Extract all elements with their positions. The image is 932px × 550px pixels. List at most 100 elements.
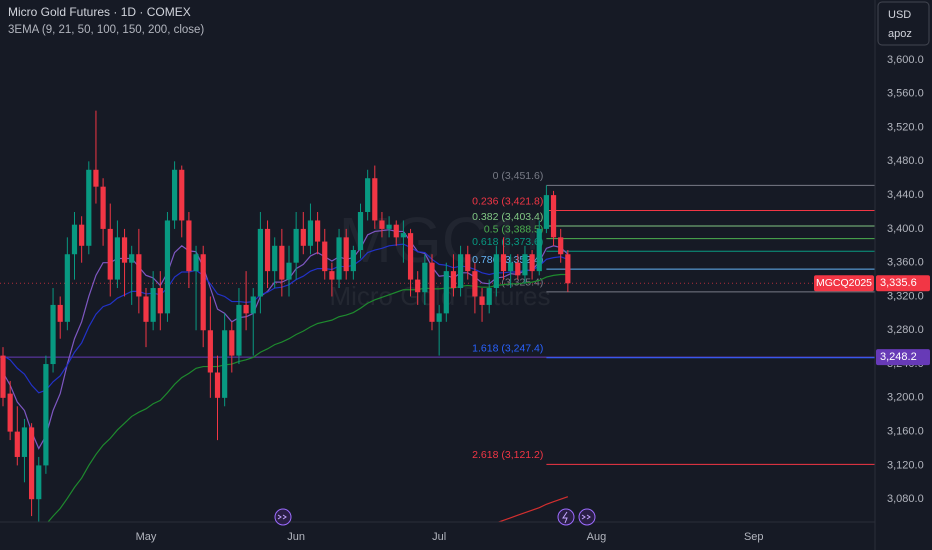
candle-body [71, 224, 78, 255]
y-tick-label: 3,480.0 [887, 155, 924, 167]
y-tick-label: 3,440.0 [887, 189, 924, 201]
candle-body [336, 237, 342, 280]
candle-body [222, 330, 228, 398]
candle-body [536, 228, 542, 272]
candle-body [407, 233, 414, 280]
y-tick-label: 3,320.0 [887, 290, 924, 302]
event-icons [274, 508, 596, 526]
y-tick-label: 3,400.0 [887, 223, 924, 235]
candle-body [400, 233, 406, 238]
candle-body [79, 224, 85, 246]
candle-body [179, 169, 185, 221]
fib-level-label: 0.236 (3,421.8) [472, 195, 543, 207]
fib-level-label: 1 (3,325.4) [493, 277, 544, 289]
x-tick-label: May [136, 531, 157, 543]
currency-box-frame [877, 1, 930, 46]
candle-body [300, 228, 306, 246]
candle-body [172, 169, 178, 221]
ema-line [496, 496, 569, 522]
x-tick-label: Jul [432, 531, 446, 543]
candle-body [29, 427, 35, 500]
candle-body [329, 271, 335, 280]
y-tick-label: 3,280.0 [887, 324, 924, 336]
candle-body [100, 186, 106, 229]
candle-body [565, 254, 571, 284]
candle-body [365, 178, 371, 213]
candle-body [350, 250, 356, 272]
fib-level-label: 2.618 (3,121.2) [472, 449, 543, 461]
candle-body [543, 195, 549, 229]
candle-body [415, 279, 421, 293]
candle-body [550, 195, 557, 238]
candle-body [343, 237, 349, 272]
x-tick-label: Jun [287, 531, 305, 543]
candle-body [458, 254, 464, 289]
candle-body [214, 372, 221, 398]
x-tick-label: Sep [744, 531, 764, 543]
candle-body [236, 304, 242, 356]
candle-body [436, 313, 442, 322]
candle-body [357, 212, 364, 251]
candle-body [36, 465, 42, 500]
candle-body [272, 245, 278, 272]
candle-body [250, 296, 256, 314]
candle-body [322, 241, 328, 272]
price-tag [876, 349, 930, 366]
candle-body [450, 271, 457, 289]
x-tick-label: Aug [587, 531, 607, 543]
plot-area: 0 (3,451.6) 0.236 (3,421.8) 0.382 (3,403.4… [0, 110, 875, 522]
event-icon[interactable] [274, 508, 292, 526]
event-icon-glyph [277, 514, 287, 520]
fib-level-label: 0.5 (3,388.5) [484, 223, 544, 235]
y-tick-label: 3,120.0 [887, 459, 924, 471]
symbol-tag [814, 275, 874, 292]
symbol-tag-label: MGCQ2025 [816, 277, 872, 289]
price-tag [876, 275, 930, 292]
candle-body [86, 169, 92, 246]
candle-body [7, 393, 13, 432]
y-tick-label: 3,200.0 [887, 392, 924, 404]
fib-level-label: 0.618 (3,373.6) [472, 236, 543, 248]
candle-body [207, 330, 213, 373]
candle-body [200, 254, 206, 331]
candle-body [0, 355, 6, 398]
event-icon[interactable] [578, 508, 596, 526]
candle-body [150, 288, 156, 322]
candle-body [293, 228, 299, 263]
candle-body [472, 271, 478, 297]
candle-body [522, 254, 528, 276]
candle-body [143, 296, 149, 322]
candle-body [14, 431, 20, 457]
watermark-name: Micro Gold Futures [329, 281, 550, 311]
y-tick-label: 3,520.0 [887, 121, 924, 133]
candle-body [121, 237, 128, 263]
y-tick-label: 3,080.0 [887, 493, 924, 505]
fib-level-label: 1.618 (3,247.4) [472, 343, 543, 355]
candle-body [136, 254, 142, 297]
currency-box[interactable]: USD apoz [877, 1, 930, 46]
candle-body [422, 262, 428, 293]
candle-body [279, 245, 285, 280]
candle-body [393, 224, 399, 238]
candle-body [43, 364, 49, 466]
currency: USD [888, 9, 911, 21]
price-tag-label: 3,335.6 [880, 277, 917, 289]
unit-button[interactable]: apoz [888, 28, 912, 40]
candle-body [129, 254, 135, 263]
candle-body [286, 262, 292, 280]
candle-body [21, 427, 28, 457]
candle-body [529, 254, 535, 272]
candle-body [114, 237, 120, 280]
candle-body [429, 262, 435, 322]
candle-body [107, 228, 113, 280]
candle-body [465, 254, 471, 272]
y-tick-label: 3,360.0 [887, 257, 924, 269]
symbol-title: Micro Gold Futures · 1D · COMEX [8, 5, 191, 19]
candle-body [157, 288, 163, 314]
event-icon[interactable] [557, 508, 575, 526]
candle-body [486, 288, 492, 305]
candle-body [372, 178, 378, 221]
fib-level-label: 0.382 (3,403.4) [472, 211, 543, 223]
